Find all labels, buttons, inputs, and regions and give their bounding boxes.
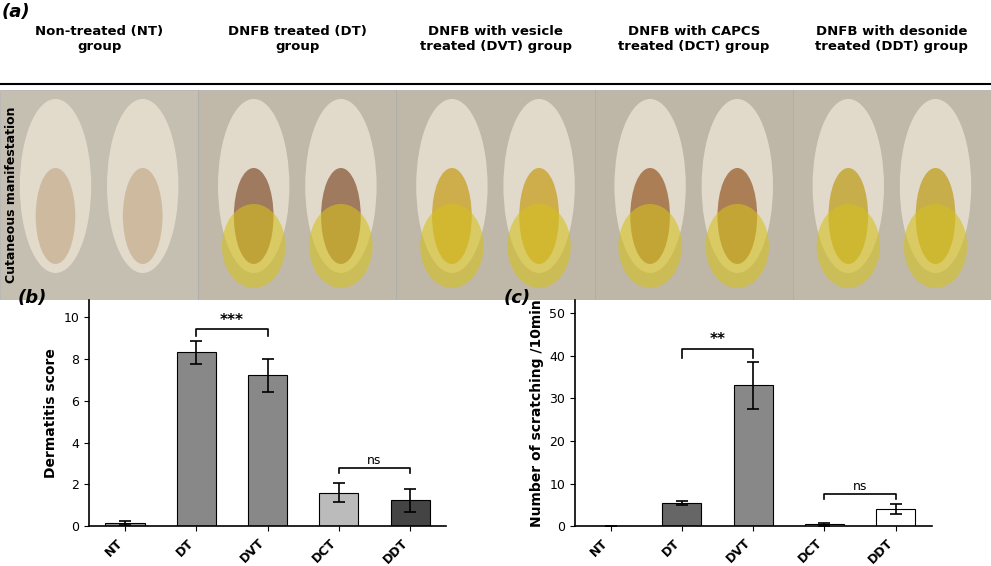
Ellipse shape [218, 99, 289, 273]
Bar [248, 375, 287, 526]
Bar [319, 493, 359, 526]
Bar [198, 90, 396, 300]
Ellipse shape [123, 168, 163, 264]
Bar [105, 523, 145, 526]
Ellipse shape [900, 99, 971, 273]
Ellipse shape [305, 99, 377, 273]
Bar [176, 353, 216, 526]
Bar [805, 524, 844, 526]
Ellipse shape [813, 99, 884, 273]
Bar [396, 90, 595, 300]
Ellipse shape [507, 204, 571, 288]
Ellipse shape [309, 204, 373, 288]
Text: ns: ns [853, 480, 867, 493]
Text: (b): (b) [18, 289, 48, 307]
Ellipse shape [503, 99, 575, 273]
Ellipse shape [36, 168, 75, 264]
Bar [662, 503, 702, 526]
Ellipse shape [904, 204, 967, 288]
Text: DNFB with CAPCS
treated (DCT) group: DNFB with CAPCS treated (DCT) group [618, 25, 769, 53]
Ellipse shape [916, 168, 955, 264]
Bar [793, 90, 991, 300]
Bar [733, 385, 773, 526]
Text: ns: ns [368, 453, 382, 466]
Text: Non-treated (NT)
group: Non-treated (NT) group [35, 25, 164, 53]
Text: ***: *** [220, 312, 244, 328]
Text: **: ** [710, 332, 725, 348]
Ellipse shape [432, 168, 472, 264]
Ellipse shape [706, 204, 769, 288]
Ellipse shape [234, 168, 274, 264]
Ellipse shape [420, 204, 484, 288]
Ellipse shape [416, 99, 488, 273]
Ellipse shape [618, 204, 682, 288]
Ellipse shape [321, 168, 361, 264]
Ellipse shape [817, 204, 880, 288]
Text: (c): (c) [503, 289, 530, 307]
Bar [0, 90, 198, 300]
Ellipse shape [630, 168, 670, 264]
Ellipse shape [614, 99, 686, 273]
Text: DNFB with desonide
treated (DDT) group: DNFB with desonide treated (DDT) group [816, 25, 968, 53]
Bar [595, 90, 793, 300]
Ellipse shape [519, 168, 559, 264]
Bar [876, 509, 916, 526]
Ellipse shape [828, 168, 868, 264]
Bar [390, 500, 430, 526]
Ellipse shape [702, 99, 773, 273]
Y-axis label: Dermatitis score: Dermatitis score [44, 348, 58, 478]
Text: DNFB treated (DT)
group: DNFB treated (DT) group [228, 25, 367, 53]
Ellipse shape [107, 99, 178, 273]
Text: (a): (a) [2, 3, 31, 21]
Text: Cutaneous manifestation: Cutaneous manifestation [5, 107, 18, 283]
Text: DNFB with vesicle
treated (DVT) group: DNFB with vesicle treated (DVT) group [419, 25, 572, 53]
Ellipse shape [717, 168, 757, 264]
Y-axis label: Number of scratching /10min: Number of scratching /10min [529, 299, 543, 527]
Ellipse shape [222, 204, 285, 288]
Ellipse shape [20, 99, 91, 273]
